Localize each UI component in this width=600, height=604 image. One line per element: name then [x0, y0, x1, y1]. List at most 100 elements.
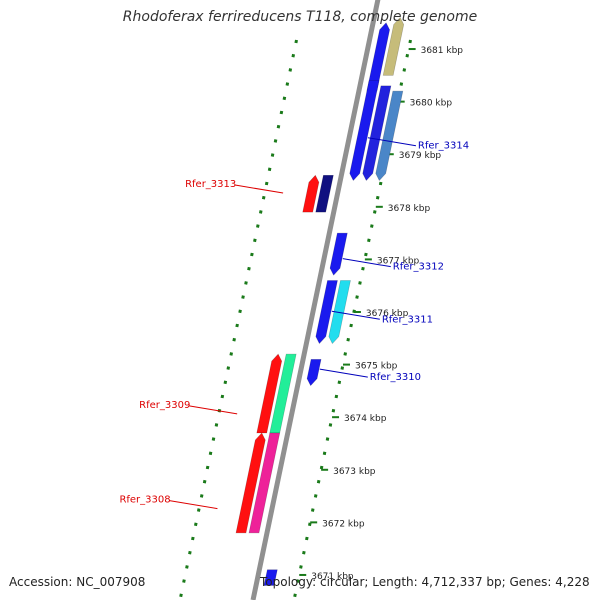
gene-label-text[interactable]: Rfer_3313 [185, 179, 236, 190]
ruler-dot [226, 366, 231, 370]
gene-label-rfer_3312[interactable]: Rfer_3312 [342, 258, 444, 273]
ruler-dot [293, 593, 297, 598]
accession-text: Accession: NC_007908 [9, 575, 146, 589]
ruler-dot [405, 53, 410, 58]
gene-g3681b[interactable] [382, 16, 405, 76]
gene-g3310[interactable] [306, 359, 322, 387]
ruler-dot [223, 380, 228, 385]
gene-label-leader [235, 184, 284, 194]
ruler-dot [241, 295, 245, 299]
ruler-dot [305, 536, 309, 541]
gene-label-leader [342, 258, 391, 268]
ruler-dot [402, 68, 407, 72]
ruler-dot [313, 494, 318, 498]
kbp-label: 3672 kbp [322, 519, 365, 529]
ruler-dot [337, 380, 342, 385]
ruler-dot [378, 181, 383, 186]
ruler-dot [202, 479, 207, 484]
gene-g3680b[interactable] [362, 85, 392, 182]
kbp-label: 3678 kbp [388, 204, 431, 214]
gene-g3313a[interactable] [315, 174, 334, 213]
ruler-dot [285, 82, 290, 86]
ruler-dot [325, 437, 330, 441]
gene-g3311a[interactable] [315, 280, 338, 345]
gene-label-rfer_3308[interactable]: Rfer_3308 [119, 495, 218, 510]
ruler-dot [361, 266, 365, 271]
ruler-dot [238, 309, 242, 314]
gene-label-leader [367, 137, 417, 147]
ruler-dot [258, 210, 263, 214]
kbp-label: 3681 kbp [421, 46, 464, 56]
gene-g3680c[interactable] [375, 90, 404, 182]
gene-label-text[interactable]: Rfer_3310 [370, 372, 421, 383]
ruler-dot [199, 494, 204, 498]
gene-label-text[interactable]: Rfer_3308 [119, 495, 170, 506]
gene-g3311b[interactable] [328, 280, 351, 345]
ruler-dot [349, 323, 353, 328]
ruler-dot [399, 82, 404, 86]
ruler-dot [256, 224, 260, 228]
ruler-dot [208, 451, 213, 456]
gene-label-leader [189, 405, 238, 415]
kbp-label: 3676 kbp [366, 309, 409, 319]
ruler-dot [264, 181, 269, 186]
gene-label-rfer_3314[interactable]: Rfer_3314 [367, 137, 469, 152]
ruler-dot [372, 210, 377, 214]
map-title: Rhodoferax ferrireducens T118, complete … [122, 9, 478, 25]
gene-g3312[interactable] [329, 232, 348, 276]
ruler-dot [232, 337, 236, 342]
ruler-dot [276, 124, 281, 129]
ruler-dot [334, 394, 339, 399]
ruler-dot [214, 423, 219, 427]
gene-g3313b[interactable] [302, 174, 320, 213]
ruler-dot [328, 423, 333, 427]
kbp-label: 3671 kbp [311, 572, 354, 582]
ruler-dot [196, 508, 201, 512]
gene-label-text[interactable]: Rfer_3309 [139, 400, 190, 411]
gene-g3308a[interactable] [248, 432, 281, 534]
gene-label-rfer_3311[interactable]: Rfer_3311 [331, 310, 433, 325]
gene-label-rfer_3313[interactable]: Rfer_3313 [185, 179, 284, 194]
ruler-dot [261, 195, 266, 200]
ruler-dot [308, 522, 312, 527]
ruler-dot [244, 281, 248, 285]
ruler-dot [358, 281, 362, 285]
ruler-dot [296, 579, 300, 583]
ruler-dot [188, 550, 192, 555]
gene-label-text[interactable]: Rfer_3312 [393, 262, 444, 273]
kbp-label: 3673 kbp [333, 467, 376, 477]
gene-label-text[interactable]: Rfer_3311 [382, 314, 433, 325]
ruler-dot [331, 408, 336, 413]
ruler-dot [267, 167, 272, 172]
ruler-dot [310, 508, 315, 512]
ruler-dot [343, 352, 347, 356]
kbp-label: 3675 kbp [355, 362, 398, 372]
ruler-dot [288, 68, 293, 72]
ruler-dot [302, 550, 306, 555]
gene-gbottom[interactable] [263, 569, 278, 586]
ruler-dot [367, 238, 371, 243]
gene-label-text[interactable]: Rfer_3314 [418, 141, 469, 152]
ruler-dot [316, 479, 321, 484]
ruler-dot [408, 39, 412, 44]
ruler-left-dots [179, 39, 298, 598]
kbp-label: 3680 kbp [410, 99, 453, 109]
ruler-dot [185, 565, 189, 569]
ruler-dot [270, 153, 275, 157]
gene-label-rfer_3310[interactable]: Rfer_3310 [319, 368, 421, 383]
ruler-dot [247, 266, 251, 271]
ruler-dot [355, 295, 359, 299]
ruler-dot [250, 252, 254, 257]
genome-summary-text: Topology: circular; Length: 4,712,337 bp… [260, 575, 590, 589]
gene-g3308b[interactable] [235, 432, 266, 534]
gene-g3680a[interactable] [349, 80, 380, 182]
ruler-dot [191, 536, 195, 541]
ruler-dot [279, 110, 284, 115]
ruler-dot [253, 238, 257, 243]
ruler-dot [322, 451, 327, 456]
ruler-dot [370, 224, 374, 228]
ruler-dot [282, 96, 287, 101]
gene-label-rfer_3309[interactable]: Rfer_3309 [139, 400, 238, 415]
